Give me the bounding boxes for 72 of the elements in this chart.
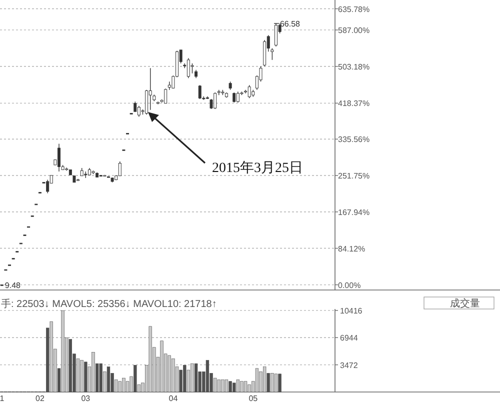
bar: [118, 381, 122, 392]
bar: [244, 381, 248, 392]
bar: [80, 360, 84, 392]
bar: [194, 363, 198, 392]
bar: [240, 381, 244, 392]
candlestick: [118, 161, 122, 176]
y-tick-label: 167.94%: [338, 208, 370, 217]
bar: [224, 380, 228, 392]
candlestick: [58, 143, 60, 172]
candlestick: [46, 179, 50, 194]
y-tick-label: 0.00%: [338, 280, 361, 290]
y-tick-label: 503.18%: [338, 62, 370, 72]
candlestick: [145, 90, 148, 115]
bar: [206, 360, 210, 392]
bar: [134, 364, 137, 392]
annotation: 手: 22503↓ MAVOL5: 25356↓ MAVOL10: 21718↑: [1, 298, 217, 310]
annotation: 9.48: [4, 280, 22, 290]
bar: [106, 366, 110, 392]
y-tick-label: 6944: [340, 334, 358, 343]
candlestick: [137, 106, 140, 118]
candlestick: [190, 63, 194, 74]
bar: [92, 352, 95, 392]
y-tick-label: 635.78%: [338, 4, 370, 14]
x-tick-label: 02: [36, 394, 45, 402]
candlestick: [263, 40, 266, 67]
y-tick-label: 10416: [340, 306, 363, 316]
x-tick-label: 04: [168, 394, 178, 402]
bar: [248, 384, 251, 392]
annotation: 2015年3月25日: [212, 160, 303, 176]
bar: [278, 374, 282, 392]
bar: [99, 363, 102, 392]
x-tick-label: 1: [0, 394, 5, 402]
candlestick: [214, 92, 217, 110]
y-tick-label: 418.37%: [338, 99, 370, 108]
bar: [168, 355, 171, 392]
y-tick-label: 587.00%: [338, 26, 370, 35]
bar: [232, 382, 236, 392]
bar: [172, 358, 175, 392]
x-tick-label: 05: [248, 394, 258, 402]
bar: [270, 373, 274, 392]
y-tick-label: 251.75%: [338, 172, 370, 180]
annotation: 66.58: [280, 19, 301, 28]
bar: [61, 310, 64, 392]
bar: [221, 380, 224, 392]
candlestick: [186, 58, 190, 78]
bar: [50, 321, 53, 392]
bar: [68, 339, 72, 392]
bar: [84, 362, 88, 392]
x-tick-label: 03: [81, 394, 91, 402]
candlestick: [148, 68, 152, 110]
bar: [190, 363, 194, 392]
y-tick-label: 84.12%: [338, 244, 366, 254]
candlestick: [236, 91, 240, 103]
bar: [160, 340, 164, 392]
bar: [262, 366, 266, 392]
bar: [148, 326, 152, 392]
bar: [228, 381, 232, 392]
bar: [183, 364, 186, 392]
candlestick: [248, 84, 251, 98]
candlestick: [164, 88, 168, 104]
candlestick: [232, 92, 236, 103]
bar: [255, 368, 259, 392]
bar: [122, 378, 126, 392]
y-tick-label: 335.56%: [338, 135, 370, 144]
candlestick: [134, 101, 137, 112]
candlestick: [270, 48, 274, 60]
bar: [217, 380, 220, 392]
text: 成交量: [450, 298, 480, 310]
candlestick: [198, 84, 202, 100]
bar: [236, 380, 240, 392]
y-tick-label: 3472: [340, 360, 358, 370]
bar: [274, 374, 278, 392]
